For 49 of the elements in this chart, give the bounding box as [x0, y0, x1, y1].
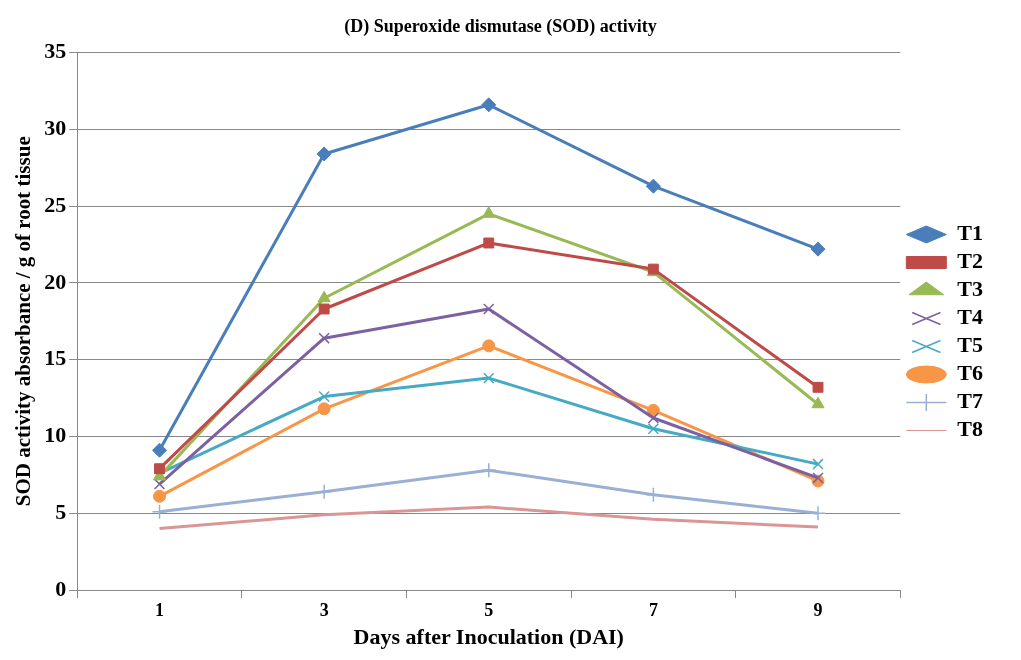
point: [151, 503, 168, 520]
point: [318, 332, 330, 344]
x-tick-label: 7: [648, 600, 658, 621]
point: [152, 442, 168, 458]
y-tick-label: 5: [55, 498, 67, 524]
point: [154, 463, 165, 475]
x-tick-label: 5: [484, 600, 494, 621]
legend-label: T6: [957, 360, 984, 386]
y-tick-label: 10: [44, 422, 67, 448]
point: [318, 303, 330, 315]
legend-label: T2: [957, 248, 984, 274]
point: [812, 381, 824, 393]
y-tick-label: 0: [55, 575, 67, 601]
legend-label: T1: [957, 220, 984, 246]
x-tick-label: 3: [319, 600, 329, 621]
point: [316, 146, 332, 162]
point: [481, 462, 497, 478]
point: [645, 178, 661, 194]
point: [482, 206, 496, 218]
point: [481, 97, 497, 113]
point: [647, 423, 660, 435]
y-axis-title: SOD activity absorbance / g of root tissue: [11, 136, 36, 507]
legend-label: T4: [957, 304, 984, 330]
point: [483, 237, 495, 249]
legend-label: T3: [957, 276, 984, 302]
point: [811, 396, 825, 409]
point: [647, 412, 660, 424]
y-tick-label: 25: [44, 191, 67, 217]
point: [483, 303, 495, 315]
x-axis-title: Days after Inoculation (DAI): [353, 624, 624, 650]
point: [482, 339, 496, 353]
legend-label: T5: [957, 332, 984, 358]
point: [812, 458, 824, 470]
point: [317, 402, 331, 416]
y-tick-label: 30: [44, 115, 67, 141]
point: [317, 290, 331, 303]
point: [483, 372, 495, 384]
x-tick-label: 1: [155, 600, 165, 621]
y-tick-label: 35: [44, 38, 67, 64]
legend-label: T7: [957, 388, 984, 414]
x-tick-label: 9: [813, 600, 823, 621]
point: [812, 472, 824, 484]
y-tick-label: 15: [44, 345, 67, 371]
legend-label: T8: [957, 416, 984, 442]
y-tick-label: 20: [44, 268, 67, 294]
point: [810, 241, 826, 257]
chart-title: (D) Superoxide dismutase (SOD) activity: [344, 16, 657, 38]
point: [318, 390, 330, 403]
point: [153, 489, 167, 503]
